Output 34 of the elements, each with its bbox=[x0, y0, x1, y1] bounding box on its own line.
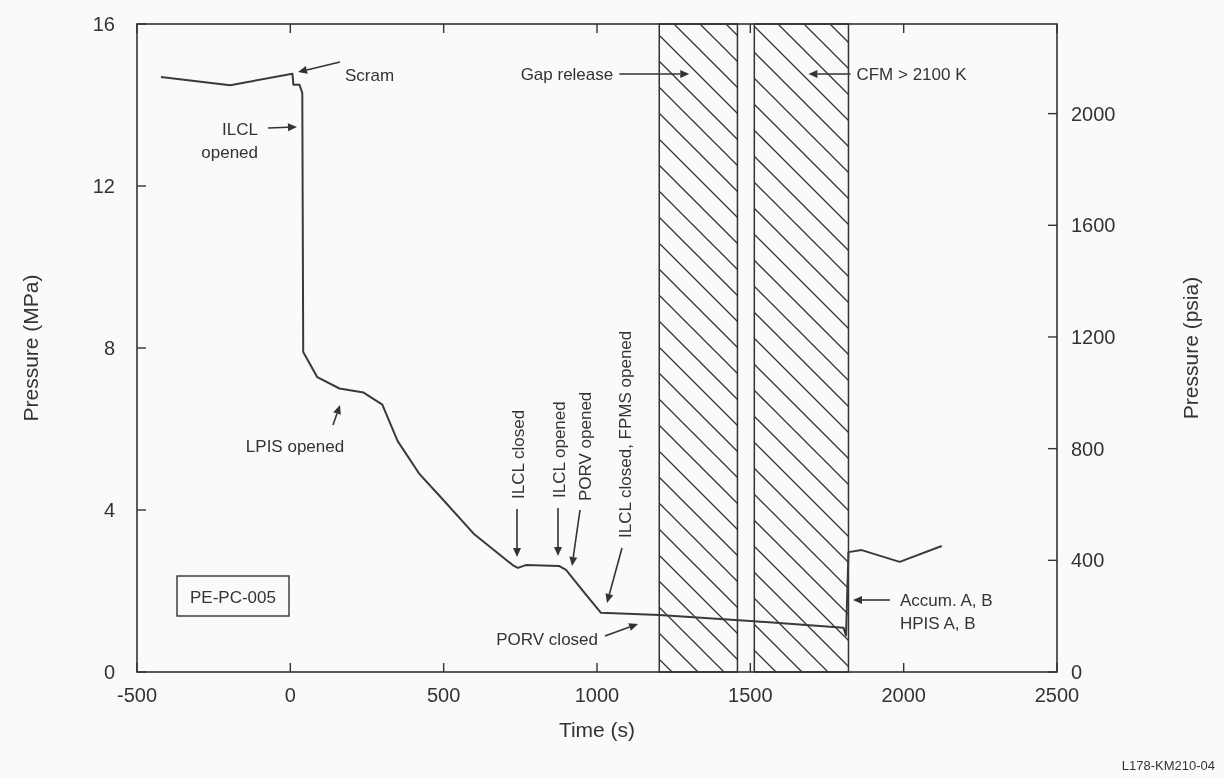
x-tick-label: 2500 bbox=[1034, 684, 1080, 706]
y2-tick-label: 400 bbox=[1071, 549, 1105, 572]
annotation: PORV closed bbox=[496, 630, 598, 649]
y2-tick-label: 800 bbox=[1071, 437, 1105, 460]
y-tick-label: 8 bbox=[103, 337, 115, 359]
y2-tick-label: 0 bbox=[1071, 661, 1083, 683]
annotation: Accum. A, B HPIS A, B bbox=[900, 591, 993, 633]
x-tick-label: 1000 bbox=[574, 684, 620, 706]
x-tick-label: 0 bbox=[284, 684, 296, 706]
annotation: ILCL closed, FPMS opened bbox=[616, 330, 635, 538]
annotation: ILCL opened bbox=[201, 120, 258, 162]
y-tick-label: 4 bbox=[103, 499, 115, 521]
annotation: ILCL closed bbox=[509, 409, 528, 499]
x-axis-title: Time (s) bbox=[558, 718, 636, 741]
x-tick-label: 500 bbox=[426, 684, 461, 706]
annotation: PORV opened bbox=[576, 391, 595, 501]
y-tick-label: 12 bbox=[92, 175, 115, 197]
y2-tick-label: 2000 bbox=[1071, 102, 1116, 125]
annotation: ILCL opened bbox=[550, 401, 569, 498]
x-tick-label: 2000 bbox=[881, 684, 926, 706]
annotation: Scram bbox=[345, 66, 395, 85]
band-label: CFM > 2100 K bbox=[856, 65, 968, 84]
y-axis-title: Pressure (MPa) bbox=[19, 274, 42, 422]
annotation: PE-PC-005 bbox=[190, 588, 276, 607]
y2-axis-title: Pressure (psia) bbox=[1179, 276, 1202, 420]
y2-tick-label: 1600 bbox=[1071, 214, 1116, 237]
x-tick-label: 1500 bbox=[728, 684, 773, 706]
y-tick-label: 0 bbox=[103, 661, 115, 683]
text: L178-KM210-04 bbox=[1121, 758, 1215, 773]
annotation: LPIS opened bbox=[245, 437, 345, 456]
y2-tick-label: 1200 bbox=[1071, 325, 1116, 348]
band-label: Gap release bbox=[520, 65, 614, 84]
y-tick-label: 16 bbox=[92, 13, 115, 35]
x-tick-label: -500 bbox=[116, 684, 158, 706]
